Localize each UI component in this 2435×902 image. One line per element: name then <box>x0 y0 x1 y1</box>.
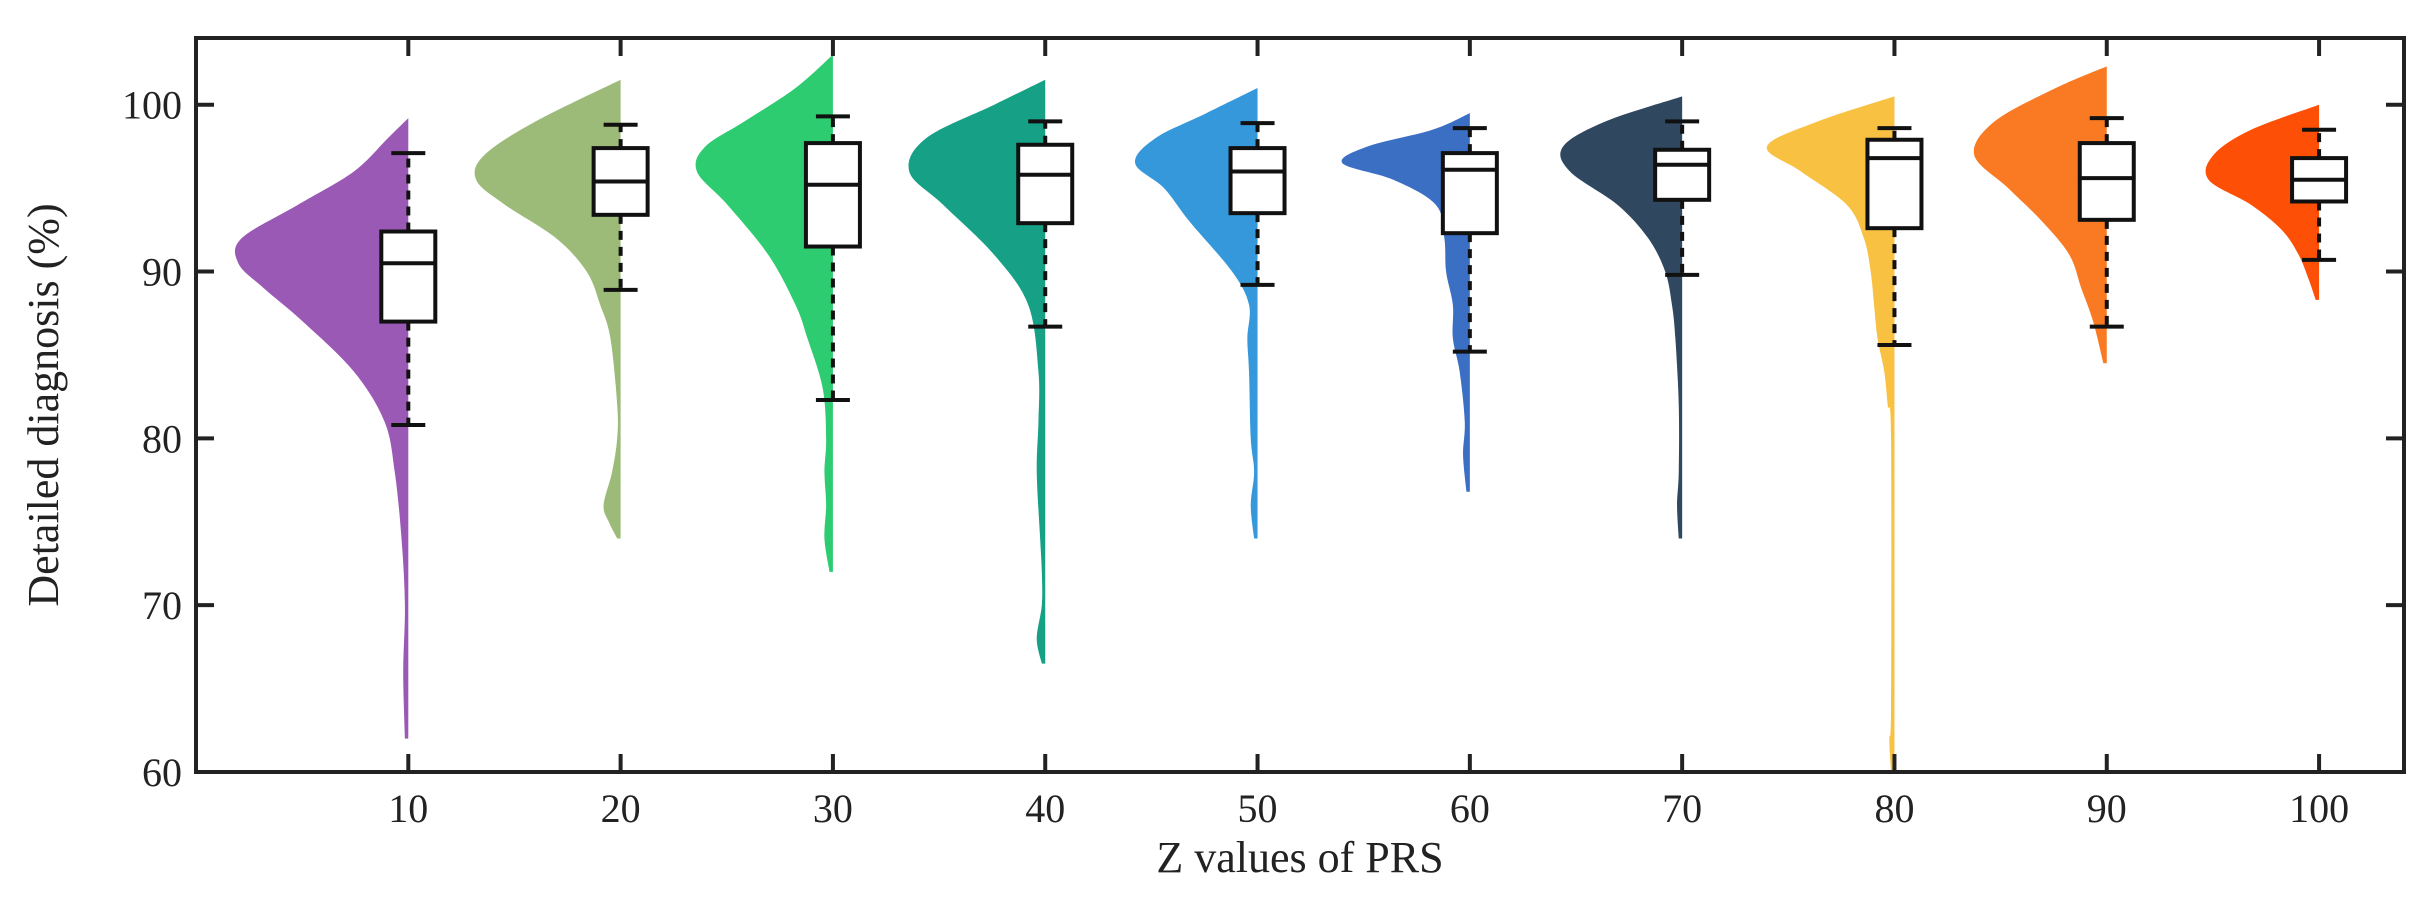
x-tick-label-90: 90 <box>2087 786 2127 831</box>
box-iqr-90 <box>2077 141 2136 222</box>
box-iqr-60 <box>1440 151 1499 236</box>
violin-100 <box>2205 104 2320 300</box>
box-iqr-70 <box>1653 147 1712 202</box>
box-layer <box>379 114 2349 428</box>
violin-layer <box>234 54 2320 773</box>
violin-10 <box>234 118 409 739</box>
box-30 <box>803 114 862 402</box>
box-60 <box>1440 126 1499 354</box>
x-tick-label-10: 10 <box>388 786 428 831</box>
x-tick-label-60: 60 <box>1450 786 1490 831</box>
x-tick-label-70: 70 <box>1662 786 1702 831</box>
x-axis: 10 20 30 40 50 60 70 80 90 100 <box>388 38 2349 831</box>
box-80 <box>1865 126 1924 347</box>
box-iqr-30 <box>803 141 862 249</box>
y-axis-title: Detailed diagnosis (%) <box>19 203 68 606</box>
y-tick-label-60: 60 <box>142 750 182 795</box>
y-axis: 60 70 80 90 100 <box>122 83 2404 795</box>
box-40 <box>1016 119 1075 329</box>
violin-40 <box>908 79 1046 664</box>
box-70 <box>1653 119 1712 277</box>
box-iqr-50 <box>1228 146 1287 216</box>
box-100 <box>2290 127 2349 262</box>
violin-90 <box>1973 66 2107 364</box>
x-tick-label-40: 40 <box>1025 786 1065 831</box>
box-10 <box>379 151 438 428</box>
x-tick-label-80: 80 <box>1874 786 1914 831</box>
y-tick-label-70: 70 <box>142 583 182 628</box>
y-tick-label-90: 90 <box>142 250 182 295</box>
y-tick-label-100: 100 <box>122 83 182 128</box>
box-50 <box>1228 121 1287 287</box>
violin-30 <box>695 54 833 572</box>
x-axis-title: Z values of PRS <box>1156 833 1443 882</box>
violin-20 <box>474 79 621 539</box>
box-iqr-80 <box>1865 137 1924 231</box>
box-20 <box>591 122 650 292</box>
violin-60 <box>1341 113 1470 492</box>
x-tick-label-50: 50 <box>1238 786 1278 831</box>
x-tick-label-100: 100 <box>2289 786 2349 831</box>
box-iqr-40 <box>1016 142 1075 226</box>
x-tick-label-30: 30 <box>813 786 853 831</box>
y-tick-label-80: 80 <box>142 416 182 461</box>
box-90 <box>2077 116 2136 329</box>
plot-frame <box>194 36 2406 774</box>
box-iqr-10 <box>379 229 438 324</box>
x-tick-label-20: 20 <box>601 786 641 831</box>
violin-50 <box>1135 88 1258 539</box>
violin-70 <box>1560 96 1683 539</box>
